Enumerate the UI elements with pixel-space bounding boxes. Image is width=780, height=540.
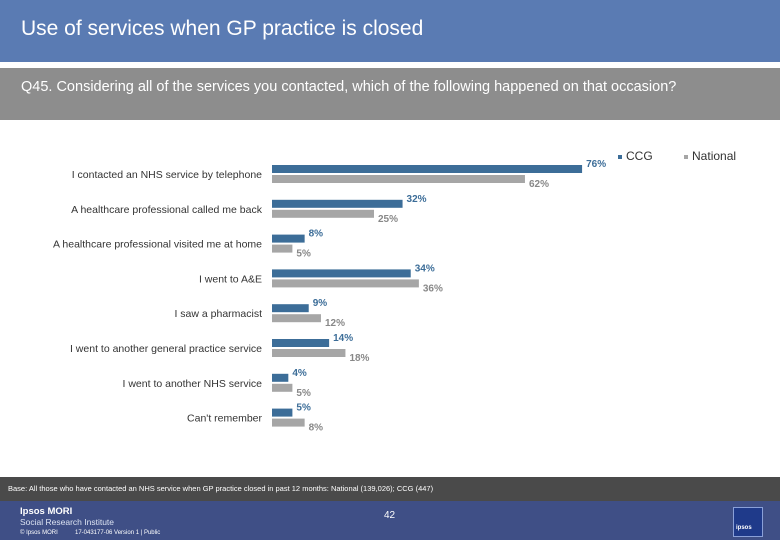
bar-ccg — [272, 269, 411, 278]
category-label: Can't remember — [187, 413, 262, 425]
category-label: I went to A&E — [199, 273, 262, 285]
question-band: Q45. Considering all of the services you… — [0, 68, 780, 120]
legend-item-ccg: CCG — [618, 149, 667, 163]
bar-chart: I contacted an NHS service by telephone 7… — [53, 159, 606, 434]
footer-band: Ipsos MORI Social Research Institute © I… — [0, 501, 780, 540]
question-text: Q45. Considering all of the services you… — [21, 79, 677, 95]
bar-national — [272, 279, 419, 288]
legend-label-ccg: CCG — [626, 149, 653, 163]
category-label: I saw a pharmacist — [174, 308, 262, 320]
bar-ccg — [272, 234, 305, 243]
data-label-national: 8% — [309, 423, 324, 434]
data-label-ccg: 8% — [309, 229, 324, 240]
data-label-national: 62% — [529, 179, 549, 190]
category-label: I went to another NHS service — [123, 378, 263, 390]
legend-item-national: National — [684, 149, 750, 163]
bar-national — [272, 209, 374, 218]
logo-line-2: Social Research Institute — [20, 517, 115, 527]
bar-national — [272, 418, 305, 427]
ipsos-mori-logo: Ipsos MORI Social Research Institute — [20, 506, 115, 528]
badge-label: ipsos — [736, 525, 752, 531]
category-label: A healthcare professional called me back — [71, 204, 263, 216]
bar-ccg — [272, 339, 330, 347]
bar-national — [272, 175, 525, 183]
category-label: A healthcare professional visited me at … — [53, 239, 262, 251]
bar-ccg — [272, 165, 583, 173]
data-label-ccg: 14% — [333, 333, 353, 344]
data-label-national: 5% — [296, 388, 311, 399]
data-label-ccg: 9% — [313, 298, 328, 309]
bar-national — [272, 244, 293, 253]
bar-ccg — [272, 304, 309, 313]
bar-national — [272, 383, 293, 392]
data-label-national: 12% — [325, 318, 345, 329]
bar-national — [272, 314, 321, 323]
job-reference: 17-043177-06 Version 1 | Public — [75, 530, 161, 536]
category-label: I contacted an NHS service by telephone — [72, 169, 262, 181]
bar-ccg — [272, 373, 289, 382]
logo-line-1: Ipsos MORI — [20, 506, 73, 517]
bar-ccg — [272, 408, 293, 417]
data-label-ccg: 76% — [586, 159, 606, 170]
page-title: Use of services when GP practice is clos… — [21, 17, 424, 40]
page-number: 42 — [384, 510, 396, 521]
title-band: Use of services when GP practice is clos… — [0, 0, 780, 62]
data-label-ccg: 5% — [296, 403, 311, 414]
data-label-national: 36% — [423, 283, 443, 294]
ipsos-badge-logo: ipsos — [733, 507, 763, 537]
data-label-ccg: 32% — [407, 194, 427, 205]
legend-label-national: National — [692, 149, 737, 163]
bar-ccg — [272, 199, 403, 208]
category-label: I went to another general practice servi… — [70, 343, 262, 355]
data-label-national: 18% — [349, 353, 369, 364]
chart-legend: CCG National — [618, 149, 764, 163]
copyright: © Ipsos MORI — [20, 530, 58, 536]
legend-swatch-national — [684, 154, 689, 159]
base-note: Base: All those who have contacted an NH… — [8, 484, 434, 493]
data-label-national: 25% — [378, 214, 398, 225]
legend-swatch-ccg — [618, 154, 622, 159]
base-note-band: Base: All those who have contacted an NH… — [0, 477, 780, 501]
bar-national — [272, 349, 346, 357]
data-label-ccg: 34% — [415, 263, 435, 274]
data-label-ccg: 4% — [292, 368, 307, 379]
data-label-national: 5% — [296, 249, 311, 260]
